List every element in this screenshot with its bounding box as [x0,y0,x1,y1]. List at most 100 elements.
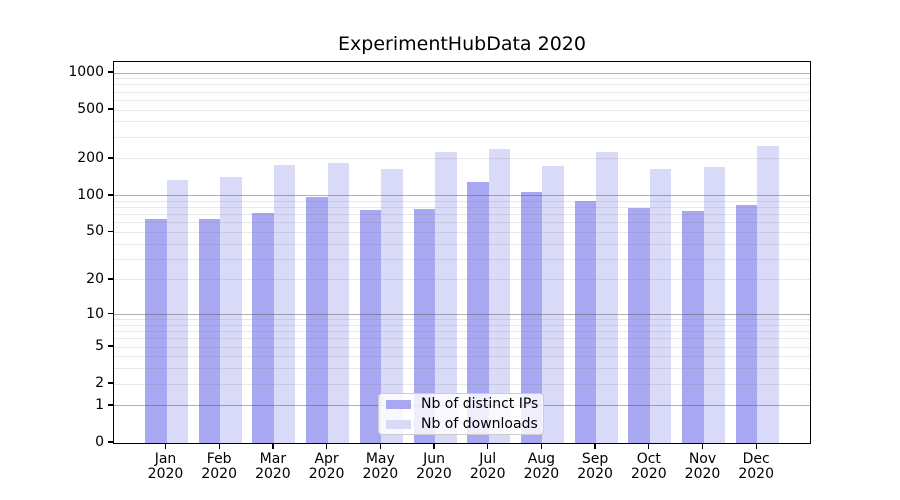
x-tick-month: Oct [636,451,661,467]
x-tick-year: 2020 [738,466,774,482]
bar-distinct-ips [252,212,274,443]
x-tick [540,444,543,449]
gridline-minor [114,214,810,216]
x-tick [594,444,596,449]
legend-item: Nb of downloads [379,414,543,434]
bar-downloads [435,151,457,443]
x-tick-year: 2020 [308,466,345,482]
bar-downloads [327,162,350,443]
x-tick-year: 2020 [416,466,452,482]
x-tick [701,444,704,449]
bar-distinct-ips [574,201,597,443]
y-tick-label: 5 [95,338,104,355]
bar-downloads [166,179,188,443]
x-tick-year: 2020 [469,466,506,482]
bar-distinct-ips [306,197,328,443]
x-tick-month: Feb [206,451,232,467]
bar-downloads [273,165,296,443]
y-tick-label: 200 [77,149,104,166]
gridline-minor [114,383,810,385]
gridline-minor [114,121,810,123]
x-tick [487,444,489,449]
x-tick-month: Dec [742,451,770,467]
y-tick [108,312,113,315]
gridline-minor [114,207,810,209]
gridline-minor [114,279,810,281]
plot-area [113,61,811,444]
legend-item: Nb of distinct IPs [379,394,543,414]
bar-distinct-ips [359,209,382,443]
x-tick-month: Nov [688,451,717,467]
gridline-minor [114,109,810,111]
x-tick-year: 2020 [684,466,721,482]
y-tick [108,157,113,159]
bar-downloads [220,177,242,443]
x-tick [164,444,167,449]
x-tick-label: Mar 2020 [241,452,305,482]
gridline-major [114,72,810,74]
bar-downloads [649,169,672,443]
y-tick-label: 20 [86,270,104,287]
gridline-minor [114,158,810,160]
gridline-minor [114,231,810,233]
legend-label: Nb of distinct IPs [421,396,539,412]
gridline-major [114,314,810,316]
y-tick-label: 100 [77,186,104,203]
y-tick [108,441,113,443]
x-tick-label: Jun 2020 [402,452,466,482]
gridline-minor [114,78,810,80]
chart-title: ExperimentHubData 2020 [338,33,586,55]
y-tick [108,108,113,110]
y-tick [108,345,113,347]
gridline-major [114,195,810,197]
x-tick-month: Jun [423,451,445,467]
bar-distinct-ips [735,205,758,443]
y-tick-label: 0 [95,434,104,450]
bar-downloads [596,152,618,443]
gridline-minor [114,331,810,333]
x-tick-label: Nov 2020 [671,452,735,482]
y-tick-label: 2 [95,375,104,392]
bar-distinct-ips [628,208,650,443]
gridline-minor [114,346,810,348]
gridline-minor [114,319,810,321]
gridline-minor [114,222,810,224]
x-tick-month: Jul [479,451,497,467]
x-tick [272,444,274,449]
x-tick-label: Jan 2020 [134,452,198,482]
x-tick-label: Dec 2020 [724,452,788,482]
x-tick [755,444,757,449]
legend-label: Nb of downloads [421,416,538,432]
x-tick-month: Sep [581,451,609,467]
x-tick [648,444,650,449]
x-tick-label: Apr 2020 [295,452,359,482]
y-tick-label: 50 [86,223,104,240]
bar-downloads [381,169,403,443]
bar-downloads [488,149,511,443]
x-tick-month: Mar [259,451,287,467]
x-tick [433,444,435,449]
x-tick-label: May 2020 [348,452,412,482]
bar-distinct-ips [682,211,704,443]
x-tick-month: May [365,451,395,467]
gridline-minor [114,338,810,340]
x-tick-year: 2020 [523,466,560,482]
y-tick [108,71,113,73]
bar-distinct-ips [413,209,435,443]
x-tick [325,444,328,449]
gridline-minor [114,356,810,358]
gridline-minor [114,258,810,260]
x-tick-year: 2020 [255,466,291,482]
legend-swatch-distinct-ips [386,399,411,409]
gridline-minor [114,84,810,86]
bar-distinct-ips [198,219,221,443]
x-tick-year: 2020 [362,466,399,482]
y-tick-label: 1 [95,396,104,413]
x-tick [218,444,220,449]
legend-swatch-downloads [386,419,411,429]
y-tick-label: 500 [77,101,104,118]
bar-downloads [542,166,564,443]
gridline-minor [114,91,810,93]
x-tick-month: Jan [154,451,177,467]
